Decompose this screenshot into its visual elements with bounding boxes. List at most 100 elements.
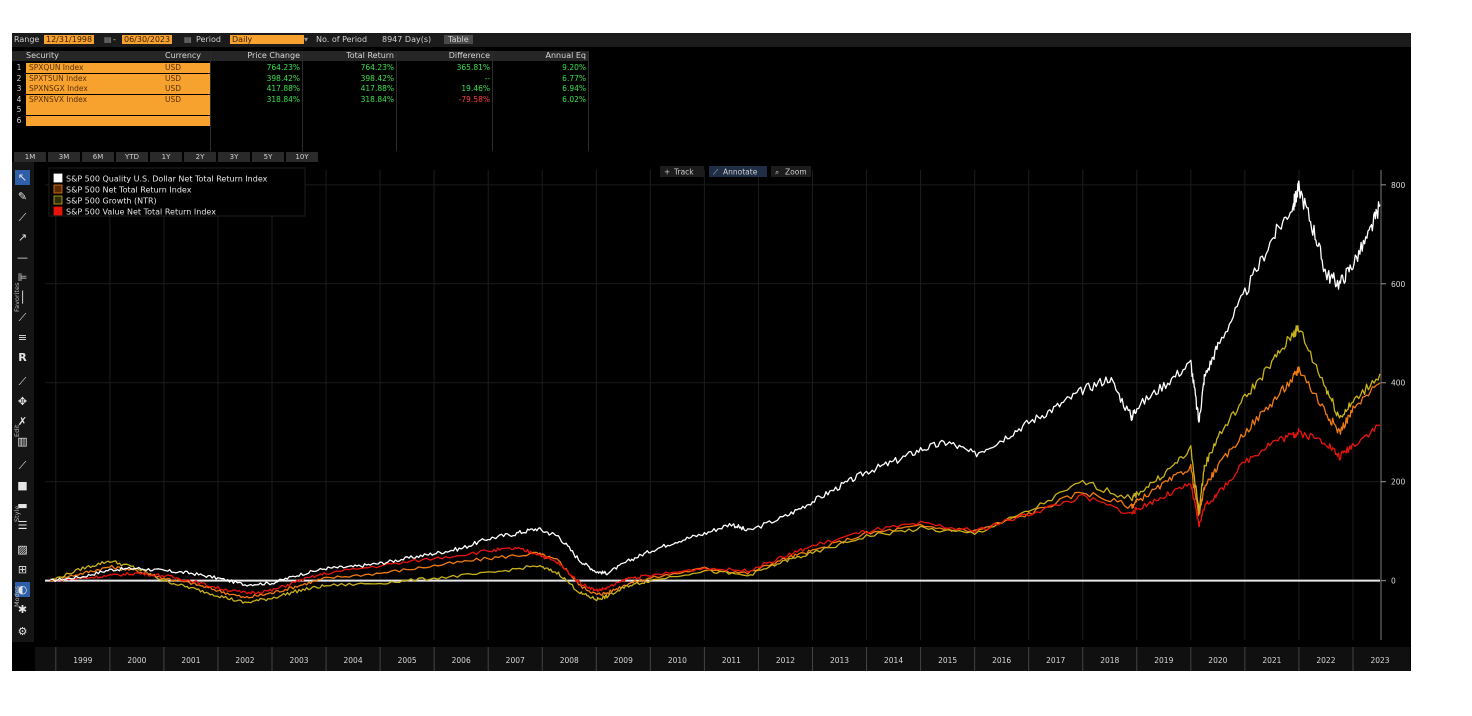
arrow-line-icon[interactable]: ↗ [17, 231, 28, 244]
color-palette-icon[interactable]: ✱ [17, 603, 28, 616]
period-button-3m[interactable]: 3M [48, 152, 80, 162]
header-currency[interactable]: Currency [162, 51, 210, 61]
price-change-value [210, 105, 300, 115]
x-tick-label: 2020 [1208, 656, 1227, 665]
text-annotation-icon[interactable]: R [18, 351, 27, 364]
gear-icon[interactable]: ⚙ [17, 625, 28, 638]
performance-line-chart[interactable]: 0 200 400 600 800 1999 2000 2001 2002 2003 2004 20… [35, 162, 1410, 671]
legend-swatch [53, 195, 63, 205]
difference-value [396, 116, 490, 126]
legend-box [48, 167, 306, 217]
trend-line-icon[interactable]: ⟋ [18, 311, 27, 324]
period-button-1y[interactable]: 1Y [150, 152, 182, 162]
x-tick-label: 2008 [560, 656, 579, 665]
x-tick-label: 2013 [830, 656, 849, 665]
mode-icon[interactable]: ◐ [15, 582, 30, 597]
column-divider [396, 51, 397, 151]
end-date-field[interactable]: 06/30/2023 [122, 35, 173, 44]
chart-grid [45, 170, 1380, 640]
annual-eq-value: 6.02% [562, 94, 586, 104]
total-return-value: 318.84% [360, 94, 394, 104]
legend-swatch [53, 173, 63, 183]
currency-field[interactable]: USD [162, 84, 210, 94]
y-tick-label: 600 [1391, 280, 1406, 289]
currency-field[interactable]: USD [162, 63, 210, 73]
header-difference[interactable]: Difference [396, 51, 492, 61]
security-field[interactable] [26, 115, 162, 126]
header-total-return[interactable]: Total Return [302, 51, 396, 61]
difference-value: 365.81% [456, 63, 490, 72]
y-tick-label: 0 [1391, 577, 1396, 586]
security-field[interactable]: SPXNSGX Index [26, 84, 162, 94]
legend-swatch [53, 184, 63, 194]
period-button-3y[interactable]: 3Y [218, 152, 250, 162]
period-button-5y[interactable]: 5Y [252, 152, 284, 162]
mode-icon[interactable]: ⊞ [17, 563, 28, 576]
row-number: 5 [16, 105, 22, 114]
x-tick-label: 2003 [289, 656, 308, 665]
total-return-value: 417.88% [360, 84, 394, 93]
vertical-line-icon[interactable]: │ [19, 291, 26, 304]
security-field[interactable]: SPXT5UN Index [26, 73, 162, 84]
security-field[interactable]: SPXNSVX Index [26, 94, 162, 105]
start-date-field[interactable]: 12/31/1998 [44, 35, 95, 44]
security-field[interactable] [26, 105, 162, 115]
x-tick-label: 2010 [668, 656, 687, 665]
draw-icon[interactable]: ⟋ [18, 375, 27, 388]
price-change-value: 318.84% [266, 94, 300, 104]
period-button-2y[interactable]: 2Y [184, 152, 216, 162]
x-tick-label: 2017 [1046, 656, 1065, 665]
chevron-down-icon[interactable]: ▾ [304, 35, 309, 44]
channel-icon[interactable]: ≡ [17, 331, 28, 344]
cursor-icon[interactable]: ↖ [15, 170, 30, 185]
pencil-icon[interactable]: ✎ [17, 190, 28, 203]
mode-icon[interactable]: ▨ [17, 543, 28, 556]
period-label: Period [196, 35, 221, 44]
drawing-tools-strip: ↖ ✎ ⟋ ↗ — ⊫ │ ⟋ ≡ R ⟋ ✥ ✗ ▥ ⟋ ■ ▬ ☰ ▨ ⊞ … [12, 162, 34, 642]
currency-field[interactable]: USD [162, 94, 210, 105]
line-style-icon[interactable]: ☰ [17, 519, 28, 532]
price-change-value [210, 116, 300, 126]
line-icon[interactable]: ⟋ [18, 211, 27, 224]
num-periods-value: 8947 Day(s) [382, 35, 432, 44]
x-tick-label: 2023 [1370, 656, 1389, 665]
x-tick-label: 2022 [1316, 656, 1335, 665]
y-tick-label: 800 [1391, 181, 1406, 190]
trash-icon[interactable]: ▥ [17, 435, 28, 448]
period-select[interactable]: Daily [230, 35, 304, 44]
control-icon: ⟋ [713, 168, 719, 177]
currency-field[interactable]: USD [162, 73, 210, 84]
period-button-10y[interactable]: 10Y [286, 152, 318, 162]
calendar-icon[interactable]: ▤ [184, 35, 192, 44]
bloomberg-terminal-window: Range 12/31/1998 ▤ - 06/30/2023 ▤ Period… [12, 33, 1411, 671]
control-label: Zoom [785, 168, 807, 177]
table-button[interactable]: Table [444, 35, 473, 44]
currency-field[interactable] [162, 105, 210, 115]
control-button-zoom[interactable] [771, 166, 811, 177]
erase-icon[interactable]: ✗ [17, 415, 28, 428]
fibonacci-icon[interactable]: ⊫ [17, 271, 28, 284]
period-button-1m[interactable]: 1M [14, 152, 46, 162]
x-tick-label: 2002 [235, 656, 254, 665]
period-button-6m[interactable]: 6M [82, 152, 114, 162]
x-axis: 1999 2000 2001 2002 2003 2004 2005 2006 2007 2008… [35, 647, 1410, 671]
control-button-track[interactable] [660, 166, 704, 177]
move-icon[interactable]: ✥ [17, 395, 28, 408]
horizontal-line-icon[interactable]: — [17, 251, 28, 264]
style-line-icon[interactable]: ⟋ [18, 459, 27, 472]
header-price-change[interactable]: Price Change [210, 51, 302, 61]
period-button-ytd[interactable]: YTD [116, 152, 148, 162]
difference-value: 19.46% [461, 84, 490, 93]
price-change-value: 398.42% [266, 73, 300, 83]
x-axis-band [35, 647, 1410, 671]
currency-field[interactable] [162, 115, 210, 126]
header-security[interactable]: Security [12, 51, 162, 61]
line-width-icon[interactable]: ▬ [17, 499, 28, 512]
calendar-icon[interactable]: ▤ [104, 35, 112, 44]
header-annual-eq[interactable]: Annual Eq [492, 51, 588, 61]
control-button-annotate[interactable] [709, 166, 767, 177]
security-field[interactable]: SPXQUN Index [26, 63, 162, 73]
fill-color-icon[interactable]: ■ [17, 479, 28, 492]
x-tick-label: 2015 [938, 656, 957, 665]
total-return-value [302, 116, 394, 126]
